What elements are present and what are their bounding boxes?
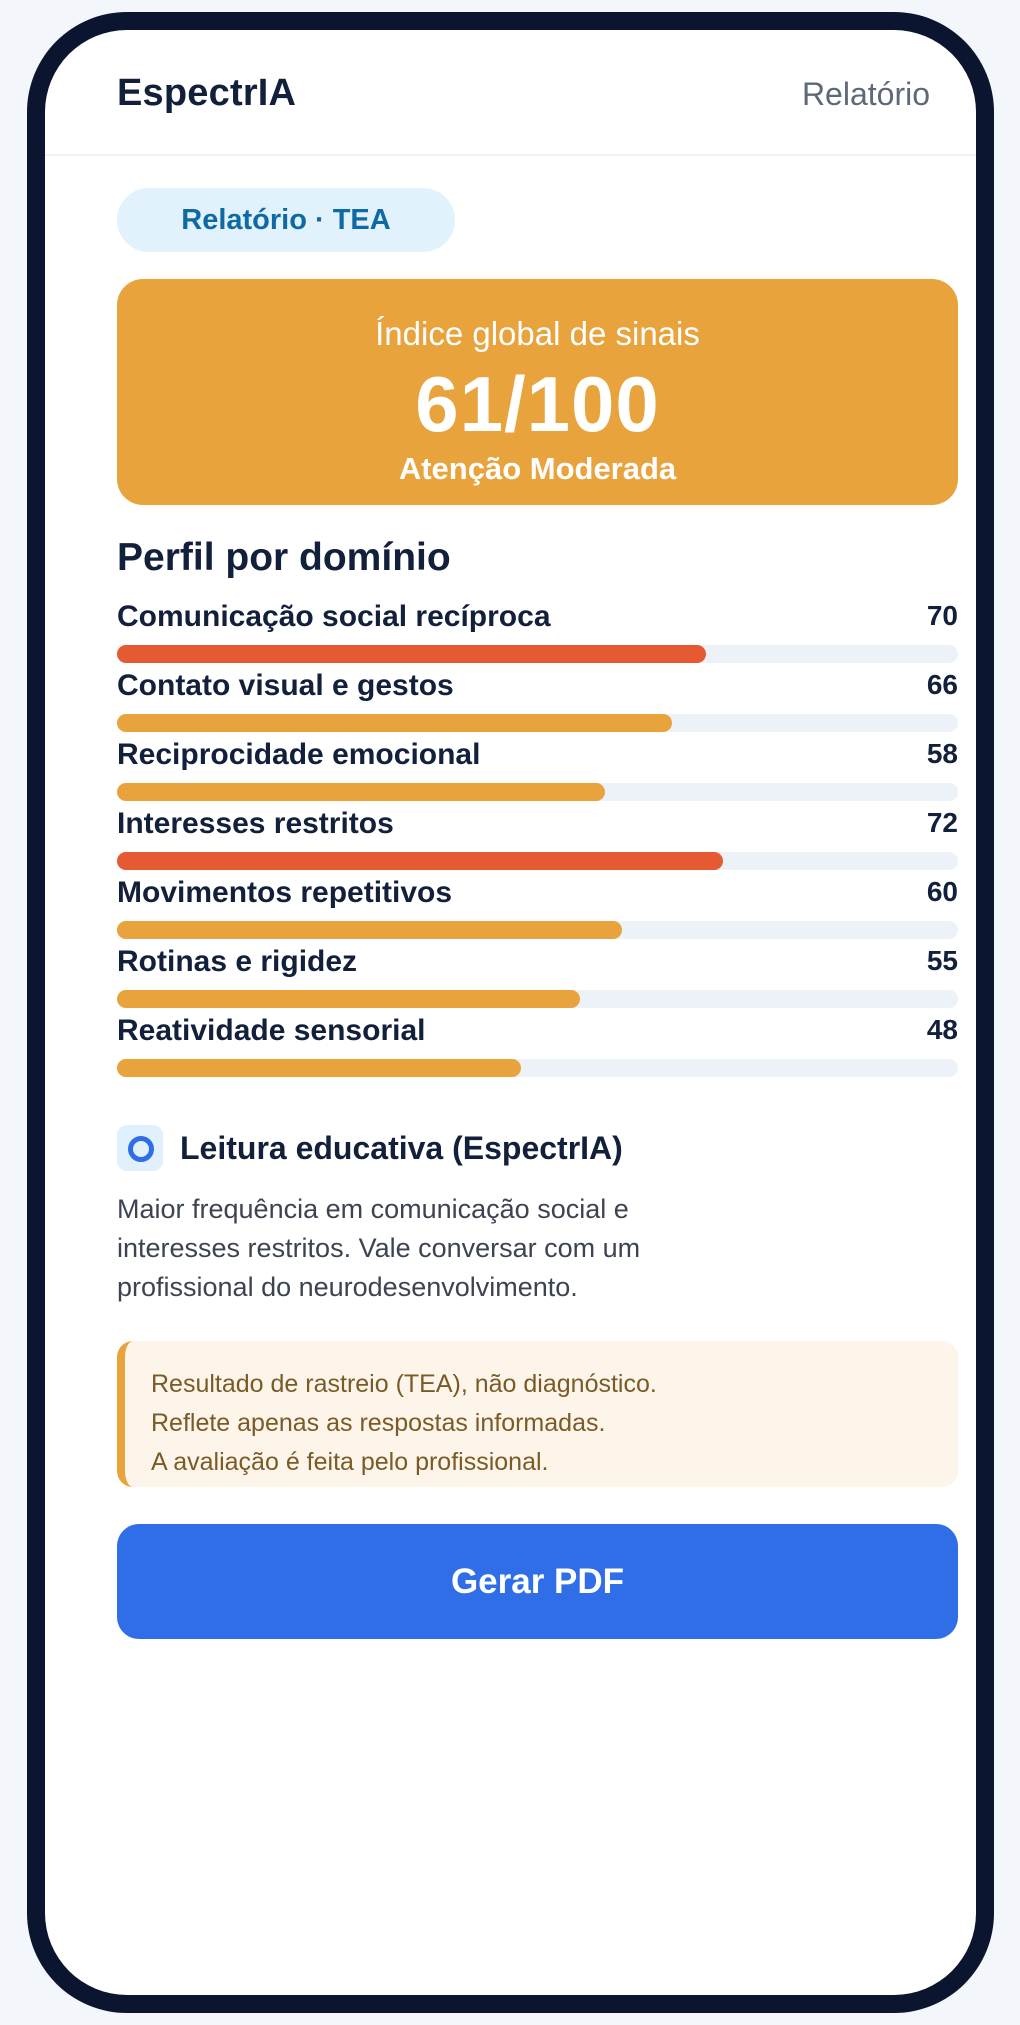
domain-name: Reatividade sensorial [117, 1014, 426, 1047]
domain-bar-track [117, 645, 958, 663]
disclaimer-line: A avaliação é feita pelo profissional. [151, 1448, 549, 1476]
domain-bar-fill [117, 645, 706, 663]
domain-bar-fill [117, 783, 605, 801]
domain-name: Comunicação social recíproca [117, 600, 551, 633]
section-title-profile: Perfil por domínio [117, 536, 451, 579]
reading-line: profissional do neurodesenvolvimento. [117, 1272, 578, 1302]
report-type-badge: Relatório · TEA [117, 188, 455, 252]
score-status: Atenção Moderada [398, 451, 677, 486]
domain-bar-track [117, 921, 958, 939]
domain-name: Interesses restritos [117, 807, 394, 840]
domain-score: 55 [926, 945, 958, 976]
domain-row: Contato visual e gestos 66 [117, 669, 958, 738]
domain-name: Rotinas e rigidez [117, 945, 358, 978]
domain-bar-track [117, 852, 958, 870]
domain-name: Movimentos repetitivos [117, 876, 453, 909]
domain-row: Movimentos repetitivos 60 [117, 876, 958, 945]
disclaimer-note: Resultado de rastreio (TEA), não diagnós… [117, 1341, 958, 1487]
domain-score: 58 [926, 738, 958, 769]
app-header: EspectrIA Relatório [45, 30, 976, 156]
global-score-card: Índice global de sinais 61/100 Atenção M… [117, 279, 958, 505]
domain-score: 70 [926, 600, 958, 631]
domain-name: Reciprocidade emocional [117, 738, 481, 771]
domain-row: Comunicação social recíproca 70 [117, 600, 958, 669]
domain-row: Rotinas e rigidez 55 [117, 945, 958, 1014]
generate-pdf-button[interactable]: Gerar PDF [117, 1524, 958, 1639]
disclaimer-line: Resultado de rastreio (TEA), não diagnós… [151, 1370, 657, 1398]
domain-score: 48 [926, 1014, 958, 1045]
domain-bar-fill [117, 990, 580, 1008]
domain-row: Reciprocidade emocional 58 [117, 738, 958, 807]
domain-bar-fill [117, 1059, 521, 1077]
domain-bar-fill [117, 852, 723, 870]
domain-score: 66 [926, 669, 958, 700]
reading-line: interesses restritos. Vale conversar com… [117, 1233, 641, 1263]
domain-bar-track [117, 714, 958, 732]
radio-circle-icon [117, 1125, 163, 1171]
domain-row: Interesses restritos 72 [117, 807, 958, 876]
reading-line: Maior frequência em comunicação social e [117, 1194, 629, 1224]
score-value: 61/100 [415, 360, 660, 448]
domain-row: Reatividade sensorial 48 [117, 1014, 958, 1083]
reading-text: Maior frequência em comunicação social e… [117, 1190, 697, 1307]
domain-bar-track [117, 1059, 958, 1077]
brand-logo: EspectrIA [117, 72, 297, 114]
domain-bar-track [117, 990, 958, 1008]
domain-list: Comunicação social recíproca 70 Contato … [117, 600, 958, 1083]
score-label: Índice global de sinais [375, 315, 700, 352]
domain-bar-fill [117, 921, 622, 939]
reading-title: Leitura educativa (EspectrIA) [180, 1130, 623, 1166]
domain-bar-track [117, 783, 958, 801]
domain-score: 72 [926, 807, 958, 838]
domain-bar-fill [117, 714, 673, 732]
app-screen: EspectrIA Relatório Relatório · TEA Índi… [45, 30, 976, 1995]
domain-name: Contato visual e gestos [117, 669, 454, 702]
domain-score: 60 [926, 876, 958, 907]
disclaimer-line: Reflete apenas as respostas informadas. [151, 1409, 606, 1437]
phone-frame: EspectrIA Relatório Relatório · TEA Índi… [27, 12, 994, 2013]
header-report-link[interactable]: Relatório [801, 76, 930, 112]
